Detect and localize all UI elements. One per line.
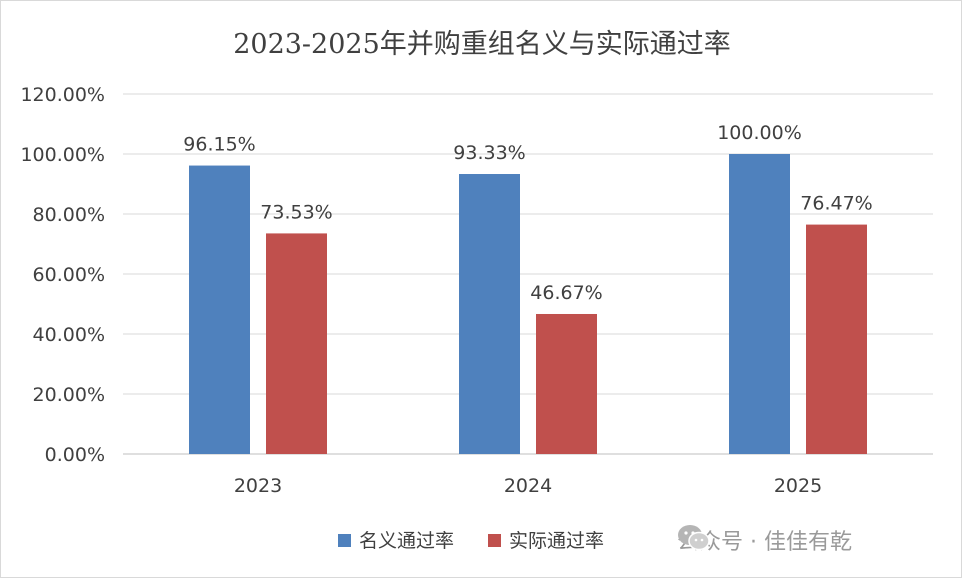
y-axis-ticks: 0.00% 20.00% 40.00% 60.00% 80.00% 100.00% 120.… (20, 84, 105, 466)
bar-2023-1 (266, 233, 327, 454)
y-tick-label: 80.00% (33, 204, 105, 226)
y-tick-label: 120.00% (20, 84, 105, 106)
legend: 名义通过率 实际通过率 (338, 530, 604, 552)
grid-layer (123, 93, 933, 455)
bar-2024-0 (459, 174, 520, 454)
data-label: 100.00% (717, 122, 802, 144)
y-tick-label: 0.00% (45, 444, 105, 466)
data-label: 93.33% (453, 142, 525, 164)
x-axis-ticks: 2023 2024 2025 (234, 475, 822, 497)
x-tick-label: 2025 (774, 475, 822, 497)
bar-2025-0 (729, 154, 790, 454)
x-tick-label: 2024 (504, 475, 552, 497)
chart-title: 2023-2025年并购重组名义与实际通过率 (233, 29, 731, 60)
y-tick-label: 20.00% (33, 384, 105, 406)
y-tick-label: 40.00% (33, 324, 105, 346)
data-label: 46.67% (530, 282, 602, 304)
watermark: 公众号 · 佳佳有乾 (677, 523, 852, 557)
bar-2025-1 (806, 224, 867, 454)
legend-label: 名义通过率 (359, 530, 454, 552)
data-label: 96.15% (183, 134, 255, 156)
legend-swatch (488, 534, 501, 547)
bars (189, 154, 867, 455)
data-labels: 96.15% 73.53% 93.33% 46.67% 100.00% 76.47% (183, 122, 872, 304)
wechat-icon (678, 525, 710, 551)
bar-2024-1 (536, 313, 597, 454)
legend-label: 实际通过率 (509, 530, 604, 552)
y-tick-label: 60.00% (33, 264, 105, 286)
legend-swatch (338, 534, 351, 547)
x-tick-label: 2023 (234, 475, 282, 497)
bar-2023-0 (189, 165, 250, 455)
data-label: 73.53% (260, 201, 332, 223)
y-tick-label: 100.00% (20, 144, 105, 166)
data-label: 76.47% (800, 193, 872, 215)
